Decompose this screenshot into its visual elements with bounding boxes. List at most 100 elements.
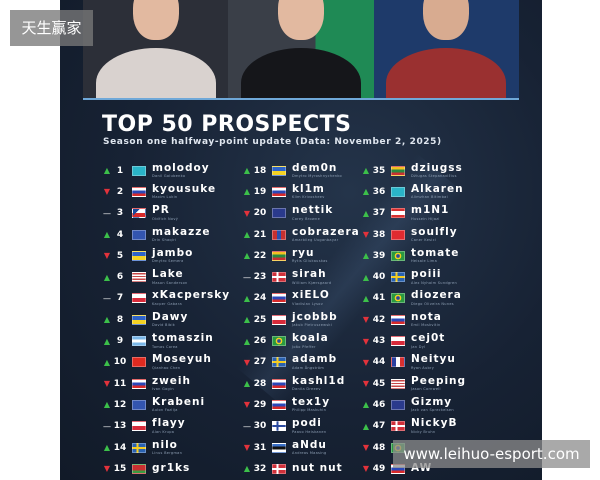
- player-nickname: kyousuke: [152, 182, 217, 195]
- player-row: ▲ 22 ryu Rytis Gliukauskas: [242, 245, 360, 266]
- player-nickname: aNdu: [292, 438, 327, 451]
- flag-ru-icon: [132, 186, 146, 197]
- flag-br-icon: [272, 336, 286, 347]
- trend-up-icon: ▲: [243, 187, 251, 197]
- flag-dk-icon: [272, 463, 286, 474]
- player-real-name: Ryan Aubry: [411, 365, 435, 370]
- player-nickname: nut nut: [292, 461, 343, 474]
- trend-down-icon: ▼: [243, 443, 251, 452]
- ranking-column: ▲ 1 molodoy Danil Golubenko ▼ 2 kyousuke …: [102, 160, 230, 479]
- player-nickname: nilo: [152, 438, 178, 451]
- flag-fi-icon: [272, 421, 286, 432]
- player-row: ▲ 21 cobrazera Amarbileg Uuganbayar: [242, 224, 360, 245]
- flag-lt-icon: [391, 165, 405, 176]
- player-real-name: Jason Cornwell: [411, 387, 441, 392]
- player-real-name: Rytis Gliukauskas: [292, 259, 328, 264]
- flag-xk-icon: [132, 229, 146, 240]
- flag-br-icon: [391, 293, 405, 304]
- player-real-name: Emil Moskvitin: [411, 323, 441, 328]
- rank-number: 35: [372, 165, 386, 176]
- rank-number: 7: [116, 293, 124, 304]
- player-nickname: NickyB: [411, 417, 458, 430]
- flag-lt-icon: [272, 250, 286, 261]
- player-nickname: flayy: [152, 417, 186, 430]
- rank-number: 4: [116, 229, 124, 240]
- flag-pl-icon: [272, 314, 286, 325]
- player-real-name: Jack van Spreckelsen: [411, 408, 454, 413]
- flag-xk-icon: [132, 399, 146, 410]
- player-real-name: Džiugas Stepanavičius: [411, 174, 457, 179]
- trend-down-icon: ▼: [362, 230, 370, 240]
- player-row: ▼ 20 nettik Corey Browne: [242, 203, 360, 224]
- player-nickname: tomate: [411, 246, 460, 259]
- player-row: ▼ 11 zweih Ivan Gogin: [102, 373, 230, 394]
- flag-pl-icon: [132, 293, 146, 304]
- player-nickname: Moseyuh: [152, 353, 212, 366]
- rank-number: 2: [116, 186, 124, 197]
- player-nickname: jambo: [152, 246, 194, 259]
- flag-ru-icon: [272, 293, 286, 304]
- flag-mn-icon: [272, 229, 286, 240]
- player-nickname: makazze: [152, 225, 211, 238]
- trend-up-icon: ▲: [243, 464, 251, 474]
- rank-number: 31: [253, 442, 267, 453]
- player-real-name: Paavo Heiskanen: [292, 429, 327, 434]
- player-nickname: tomaszin: [152, 332, 214, 345]
- player-real-name: Caner Kesici: [411, 238, 437, 243]
- player-row: ▲ 18 dem0n Dmytro Myroshnychenko: [242, 160, 360, 181]
- rank-number: 30: [253, 421, 267, 432]
- player-row: ▲ 47 NickyB Nicky Bruhn: [361, 416, 466, 437]
- player-real-name: Mason Sanderson: [152, 280, 188, 285]
- player-real-name: João Pfeffer: [292, 344, 316, 349]
- flag-se-icon: [391, 272, 405, 283]
- page-subtitle: Season one halfway-point update (Data: N…: [103, 137, 442, 147]
- rank-number: 27: [253, 357, 267, 368]
- player-real-name: Linus Bergman: [152, 451, 183, 455]
- player-real-name: Danil Golubenko: [152, 174, 186, 179]
- player-real-name: Alan Krupa: [152, 429, 175, 434]
- rank-number: 42: [372, 314, 386, 325]
- rank-number: 44: [372, 357, 386, 368]
- rank-number: 37: [372, 208, 386, 219]
- player-nickname: Dawy: [152, 310, 189, 323]
- rank-number: 19: [253, 186, 267, 197]
- ranking-column: ▲ 18 dem0n Dmytro Myroshnychenko ▲ 19 kl1…: [242, 160, 360, 479]
- player-row: ▼ 5 jambo Dmytro Semera: [102, 245, 230, 266]
- rank-number: 32: [253, 463, 267, 474]
- player-row: ▲ 37 m1N1 Hussein Hijazi: [361, 203, 466, 224]
- rank-number: 36: [372, 186, 386, 197]
- trend-up-icon: ▲: [362, 421, 370, 431]
- rank-number: 46: [372, 399, 386, 410]
- trend-down-icon: ▼: [362, 379, 370, 389]
- player-row: ▲ 6 Lake Mason Sanderson: [102, 266, 230, 287]
- trend-up-icon: ▲: [103, 357, 111, 367]
- player-row: — 23 sirah William Kjærsgaard: [242, 266, 360, 287]
- trend-up-icon: ▲: [243, 336, 251, 346]
- player-row: ▲ 36 Alkaren Alimzhan Bitimbai: [361, 181, 466, 202]
- player-nickname: zweih: [152, 374, 192, 387]
- rank-number: 1: [116, 165, 124, 176]
- player-row: — 3 PR Oldřich Nový: [102, 203, 230, 224]
- player-row: ▼ 45 Peeping Jason Cornwell: [361, 373, 466, 394]
- flag-se-icon: [272, 357, 286, 368]
- rank-number: 26: [253, 336, 267, 347]
- player-row: ▲ 10 Moseyuh Qianhao Chen: [102, 352, 230, 373]
- player-real-name: Adam Ångström: [292, 365, 325, 370]
- player-nickname: soulfly: [411, 225, 458, 238]
- player-nickname: tex1y: [292, 395, 331, 408]
- player-real-name: Klim Krivosheev: [292, 195, 325, 200]
- flag-pl-icon: [391, 336, 405, 347]
- player-real-name: William Kjærsgaard: [292, 280, 332, 285]
- flag-ru-icon: [272, 378, 286, 389]
- flag-se-icon: [132, 442, 146, 453]
- flag-ua-icon: [132, 314, 146, 325]
- player-real-name: Ivan Gogin: [152, 387, 174, 392]
- trend-up-icon: ▲: [362, 293, 370, 303]
- flag-fr-icon: [391, 357, 405, 368]
- player-real-name: Dmytro Myroshnychenko: [292, 174, 342, 179]
- trend-down-icon: ▼: [362, 315, 370, 325]
- flag-tr-icon: [391, 229, 405, 240]
- trend-up-icon: ▲: [243, 251, 251, 261]
- trend-down-icon: ▼: [362, 336, 370, 346]
- player-real-name: Philipp Maskuhin: [292, 408, 327, 413]
